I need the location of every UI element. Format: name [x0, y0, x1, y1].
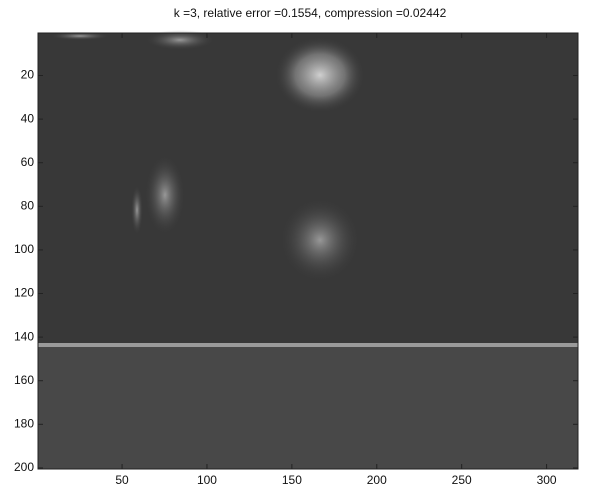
x-tick-label: 300 — [537, 473, 557, 487]
axes-frame — [37, 32, 579, 470]
y-tick-label: 160 — [14, 373, 34, 387]
image-blob — [131, 185, 143, 235]
chart-title: k =3, relative error =0.1554, compressio… — [174, 6, 447, 20]
image-blob — [280, 198, 360, 282]
y-tick-label: 120 — [14, 286, 34, 300]
y-tick-label: 60 — [21, 155, 35, 169]
y-tick-label: 200 — [14, 460, 34, 474]
x-tick-label: 150 — [282, 473, 302, 487]
image-blob — [145, 155, 185, 235]
x-tick-label: 200 — [367, 473, 387, 487]
image-blob — [50, 32, 110, 40]
y-tick-label: 140 — [14, 329, 34, 343]
x-tick-label: 50 — [115, 473, 129, 487]
y-tick-label: 180 — [14, 416, 34, 430]
y-tick-label: 40 — [21, 111, 35, 125]
x-tick-label: 250 — [452, 473, 472, 487]
image — [38, 30, 578, 469]
y-tick-label: 80 — [21, 198, 35, 212]
y-tick-label: 100 — [14, 242, 34, 256]
image-bottom — [38, 343, 578, 469]
y-tick-label: 20 — [21, 68, 35, 82]
image-stripe — [38, 343, 578, 347]
x-tick-label: 100 — [197, 473, 217, 487]
image-blob — [145, 30, 215, 50]
image-blob — [275, 37, 365, 113]
